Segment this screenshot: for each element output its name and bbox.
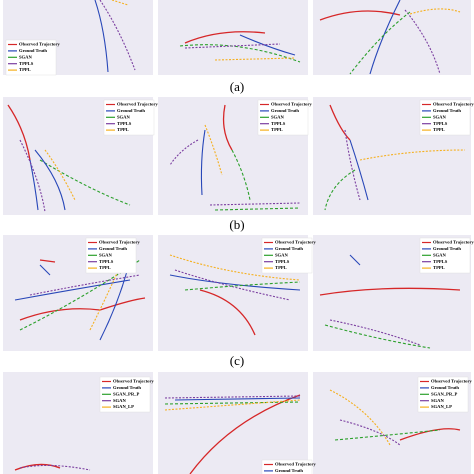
legend-label: Observed Trajectory [431,379,472,384]
caption: (a) [230,79,244,94]
legend-label: Ground Truth [275,246,303,251]
legend-label: SGAN [275,252,288,257]
legend-label: Observed Trajectory [113,379,154,384]
legend-label: TPPL [275,265,287,270]
legend-label: TPPLS [433,121,448,126]
legend-label: Observed Trajectory [275,462,316,467]
legend-label: SGAN [271,114,284,119]
legend-label: Observed Trajectory [19,42,60,47]
legend-label: SGAN_LP [431,404,452,409]
legend-label: TPPLS [19,61,34,66]
legend-label: TPPL [117,127,129,132]
trajectories [7,0,466,474]
legend-label: TPPLS [275,259,290,264]
legend-label: TPPL [433,127,445,132]
legend-label: SGAN [117,114,130,119]
legend-label: SGAN_PR_P [431,391,457,396]
legend-label: SGAN [113,398,126,403]
legend-label: TPPL [433,265,445,270]
legend-label: TPPL [19,67,31,72]
legend-label: TPPLS [433,259,448,264]
legend-label: Ground Truth [431,385,459,390]
legend-label: Observed Trajectory [271,102,312,107]
legend-box [261,459,313,474]
legend-label: Observed Trajectory [433,240,474,245]
legend-label: TPPLS [99,259,114,264]
legend-label: Ground Truth [19,48,47,53]
legend-label: TPPL [99,265,111,270]
legend-label: Ground Truth [275,468,303,473]
caption: (b) [229,217,244,232]
legend-label: Observed Trajectory [275,240,316,245]
legend-label: SGAN [433,114,446,119]
legend-label: SGAN [431,398,444,403]
legend-label: Observed Trajectory [433,102,474,107]
legend-label: Ground Truth [113,385,141,390]
legend-label: SGAN_LP [113,404,134,409]
legend-label: Observed Trajectory [117,102,158,107]
legend-label: Observed Trajectory [99,240,140,245]
legend-label: SGAN_PR_P [113,391,139,396]
legend-label: SGAN [19,54,32,59]
legend-label: SGAN [99,252,112,257]
legend-label: Ground Truth [271,108,299,113]
legend-label: Ground Truth [117,108,145,113]
legend-label: SGAN [433,252,446,257]
legend-label: Ground Truth [99,246,127,251]
caption: (c) [230,353,244,368]
legend-label: TPPLS [271,121,286,126]
legend-label: Ground Truth [433,246,461,251]
legend-label: TPPL [271,127,283,132]
legend-label: TPPLS [117,121,132,126]
legend-label: Ground Truth [433,108,461,113]
